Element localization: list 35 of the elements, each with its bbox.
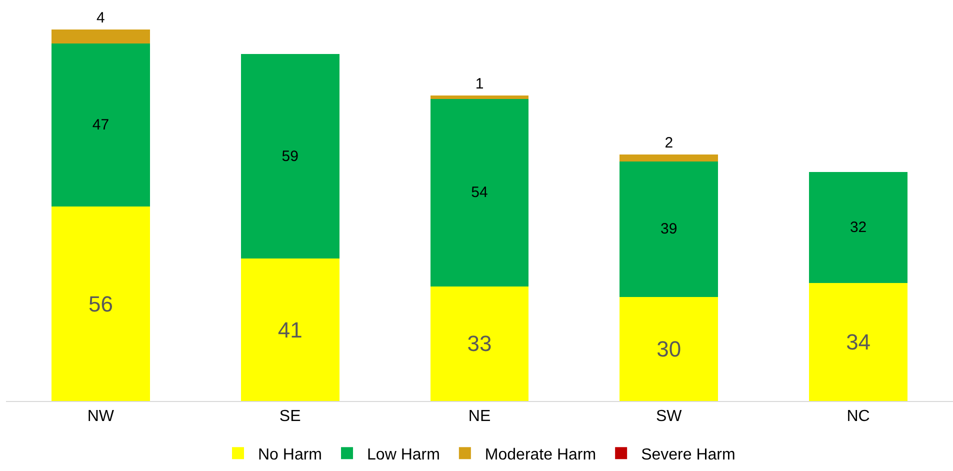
data-label: 54: [471, 184, 488, 202]
bar: [620, 296, 718, 401]
legend-label: Low Harm: [367, 446, 440, 464]
legend-label: Severe Harm: [641, 446, 736, 464]
data-label: 59: [282, 148, 298, 165]
data-label: 56: [88, 291, 113, 316]
data-label: 39: [660, 220, 678, 238]
bar: [430, 286, 529, 401]
bar: [430, 96, 529, 99]
bar: [51, 43, 150, 207]
x-tick-label: SW: [656, 408, 683, 426]
x-tick-label: NW: [87, 408, 115, 426]
data-label: 34: [846, 329, 871, 354]
x-tick-label: NE: [468, 408, 491, 426]
bar: [809, 282, 908, 401]
x-tick-label: SE: [279, 408, 301, 426]
data-label: 47: [92, 116, 110, 134]
bar: [620, 161, 718, 297]
bar: [51, 30, 150, 44]
bar: [240, 258, 340, 401]
data-label: 41: [278, 317, 302, 342]
data-label: 2: [664, 134, 674, 152]
data-label: 4: [96, 10, 105, 27]
bar: [51, 206, 150, 401]
x-tick-label: NC: [846, 408, 870, 426]
bar: [809, 172, 908, 283]
bar: [430, 98, 529, 286]
legend-label: Moderate Harm: [484, 446, 596, 464]
data-label: 30: [656, 336, 682, 362]
data-label: 32: [850, 218, 867, 236]
bar: [620, 154, 718, 162]
legend-label: No Harm: [258, 446, 322, 464]
bar: [240, 54, 340, 259]
data-label: 33: [467, 331, 492, 356]
data-label: 1: [475, 76, 484, 93]
